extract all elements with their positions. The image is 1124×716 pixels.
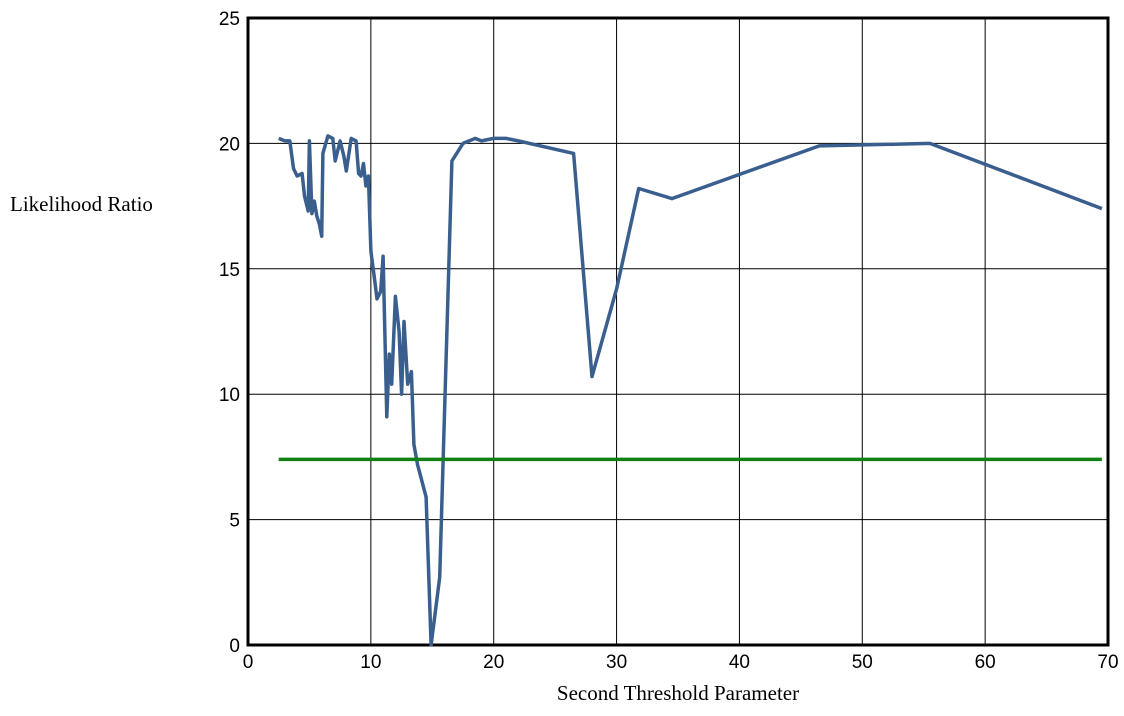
- x-tick-label: 70: [1097, 652, 1118, 673]
- x-tick-label: 40: [729, 652, 750, 673]
- x-tick-label: 50: [852, 652, 873, 673]
- grid-lines: [248, 18, 1108, 645]
- y-tick-label: 0: [229, 636, 240, 657]
- y-tick-label: 25: [219, 9, 240, 30]
- x-tick-label: 20: [483, 652, 504, 673]
- x-tick-label: 30: [606, 652, 627, 673]
- plot-frame: [246, 16, 1110, 647]
- y-tick-label: 10: [219, 385, 240, 406]
- y-tick-label: 20: [219, 134, 240, 155]
- y-tick-label: 5: [229, 511, 240, 532]
- likelihood-ratio-line: [278, 134, 1103, 647]
- x-tick-label: 10: [360, 652, 381, 673]
- y-tick-label: 15: [219, 260, 240, 281]
- x-tick-labels: 0 10 20 30 40 50 60 70: [243, 652, 1119, 673]
- y-axis-title: Likelihood Ratio: [10, 192, 153, 216]
- x-tick-label: 60: [975, 652, 996, 673]
- x-axis-title: Second Threshold Parameter: [557, 681, 799, 705]
- series-layer: [278, 134, 1103, 647]
- x-tick-label: 0: [243, 652, 254, 673]
- y-tick-labels: 0 5 10 15 20 25: [219, 9, 240, 657]
